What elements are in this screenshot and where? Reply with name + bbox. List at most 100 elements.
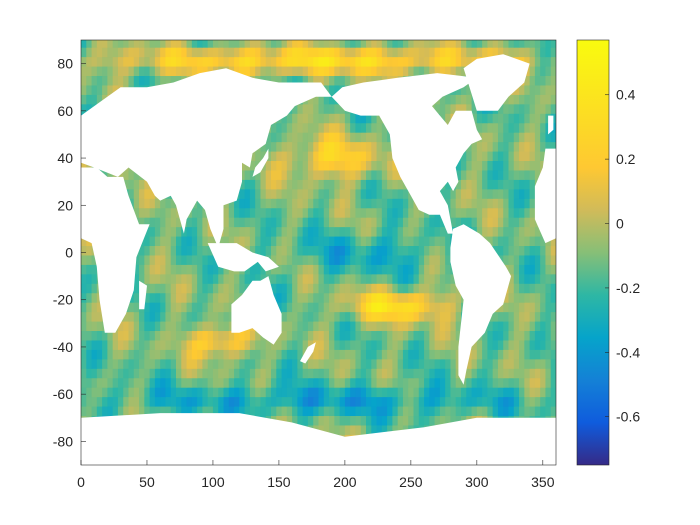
heat-cell [271, 122, 277, 133]
heat-cell [434, 368, 441, 379]
heat-cell [355, 56, 362, 67]
heat-cell [445, 415, 452, 426]
heat-cell [281, 311, 288, 322]
heat-cell [271, 132, 277, 143]
heat-cell [176, 273, 182, 284]
heat-cell [408, 320, 415, 332]
heat-cell [281, 302, 288, 313]
heat-cell [397, 368, 404, 379]
heat-cell [218, 349, 225, 360]
heat-cell [360, 47, 367, 58]
heat-cell [524, 302, 531, 313]
heat-cell [234, 358, 240, 369]
heat-cell [117, 377, 124, 388]
heat-cell [223, 283, 230, 294]
heat-cell [371, 75, 378, 86]
heat-cell [550, 368, 556, 379]
heat-cell [450, 40, 457, 48]
heat-cell [487, 47, 494, 58]
heat-cell [81, 330, 87, 341]
heat-cell [265, 75, 272, 86]
heat-cell [181, 302, 188, 313]
heat-cell [445, 283, 452, 294]
heat-cell [307, 103, 314, 114]
heat-cell [160, 320, 167, 332]
heat-cell [323, 349, 330, 360]
heat-cell [344, 207, 351, 218]
heat-cell [139, 396, 145, 407]
heat-cell [503, 235, 510, 247]
heat-cell [123, 405, 130, 417]
heat-cell [260, 47, 267, 58]
heat-cell [165, 65, 172, 77]
heat-cell [297, 217, 304, 228]
heat-cell [540, 368, 547, 379]
heat-cell [160, 65, 167, 77]
heat-cell [249, 226, 256, 237]
heat-cell [450, 368, 457, 379]
heat-cell [392, 405, 399, 417]
heat-cell [96, 377, 103, 388]
heat-cell [154, 65, 161, 77]
heat-cell [381, 339, 388, 350]
heat-cell [86, 56, 93, 67]
heat-cell [91, 47, 98, 58]
heat-cell [424, 47, 430, 58]
heat-cell [492, 245, 499, 256]
heat-cell [276, 254, 283, 265]
heat-cell [513, 245, 520, 256]
heat-cell [450, 349, 457, 360]
heat-cell [255, 198, 262, 209]
heat-cell [160, 254, 167, 265]
heat-cell [133, 254, 140, 265]
heat-cell [429, 415, 436, 426]
heat-cell [355, 207, 362, 218]
heat-cell [402, 358, 409, 369]
heat-cell [276, 387, 283, 398]
heat-cell [366, 405, 372, 417]
heat-cell [218, 56, 225, 67]
heat-cell [492, 311, 499, 322]
heat-cell [455, 302, 462, 313]
heat-cell [445, 56, 452, 67]
heat-cell [318, 396, 325, 407]
heat-cell [265, 358, 272, 369]
heat-cell [381, 377, 388, 388]
heat-cell [392, 292, 399, 303]
heat-cell [376, 292, 383, 303]
heat-cell [487, 207, 494, 218]
heat-cell [329, 160, 335, 171]
heat-cell [529, 141, 536, 152]
heat-cell [418, 235, 425, 247]
heat-cell [292, 283, 298, 294]
heat-cell [487, 349, 494, 360]
heat-cell [482, 132, 488, 143]
heat-cell [313, 103, 320, 114]
heat-cell [197, 264, 203, 275]
heat-cell [455, 40, 462, 48]
heat-cell [413, 330, 420, 341]
heat-cell [408, 302, 415, 313]
heat-cell [397, 339, 404, 350]
heat-cell [381, 254, 388, 265]
heat-cell [286, 132, 293, 143]
heat-cell [202, 254, 209, 265]
heat-cell [503, 198, 510, 209]
heat-cell [329, 292, 335, 303]
heat-cell [519, 273, 525, 284]
heat-cell [487, 387, 494, 398]
heat-cell [371, 122, 378, 133]
heat-cell [276, 188, 283, 199]
heat-cell [244, 179, 251, 190]
heat-cell [191, 217, 198, 228]
heat-cell [81, 292, 87, 303]
x-axis: 0 50 100 150 200 250 300 350 [77, 460, 555, 490]
heat-cell [255, 339, 262, 350]
heat-cell [387, 283, 393, 294]
heat-cell [466, 396, 473, 407]
heat-cell [96, 84, 103, 95]
heat-cell [170, 47, 177, 58]
heat-cell [339, 75, 346, 86]
heat-cell [355, 198, 362, 209]
heat-cell [281, 320, 288, 332]
